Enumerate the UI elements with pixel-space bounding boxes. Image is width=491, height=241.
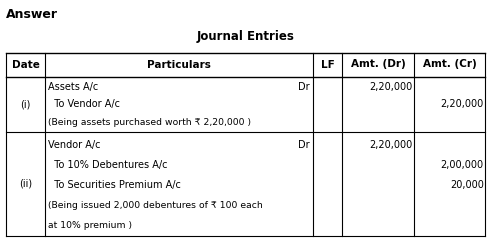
- Text: (i): (i): [20, 99, 31, 109]
- Text: To 10% Debentures A/c: To 10% Debentures A/c: [48, 160, 167, 170]
- Text: Amt. (Dr): Amt. (Dr): [351, 59, 406, 69]
- Text: 20,000: 20,000: [450, 180, 484, 190]
- Text: 2,20,000: 2,20,000: [369, 82, 412, 92]
- Text: at 10% premium ): at 10% premium ): [48, 221, 132, 230]
- Text: (Being assets purchased worth ₹ 2,20,000 ): (Being assets purchased worth ₹ 2,20,000…: [48, 118, 251, 127]
- Text: Particulars: Particulars: [147, 60, 211, 70]
- Text: Amt. (Cr): Amt. (Cr): [423, 59, 476, 69]
- Text: Vendor A/c: Vendor A/c: [48, 140, 101, 150]
- Text: Dr: Dr: [298, 140, 310, 150]
- Text: (Being issued 2,000 debentures of ₹ 100 each: (Being issued 2,000 debentures of ₹ 100 …: [48, 201, 263, 210]
- Text: LF: LF: [321, 60, 334, 70]
- Text: Journal Entries: Journal Entries: [196, 30, 295, 43]
- Text: Dr: Dr: [298, 82, 310, 92]
- Text: Answer: Answer: [6, 8, 58, 21]
- Text: Assets A/c: Assets A/c: [48, 82, 98, 92]
- Text: 2,20,000: 2,20,000: [440, 99, 484, 109]
- Text: (ii): (ii): [19, 179, 32, 189]
- Text: Date: Date: [12, 60, 39, 70]
- Text: To Securities Premium A/c: To Securities Premium A/c: [48, 180, 181, 190]
- Text: To Vendor A/c: To Vendor A/c: [48, 99, 120, 109]
- Text: 2,00,000: 2,00,000: [440, 160, 484, 170]
- Text: 2,20,000: 2,20,000: [369, 140, 412, 150]
